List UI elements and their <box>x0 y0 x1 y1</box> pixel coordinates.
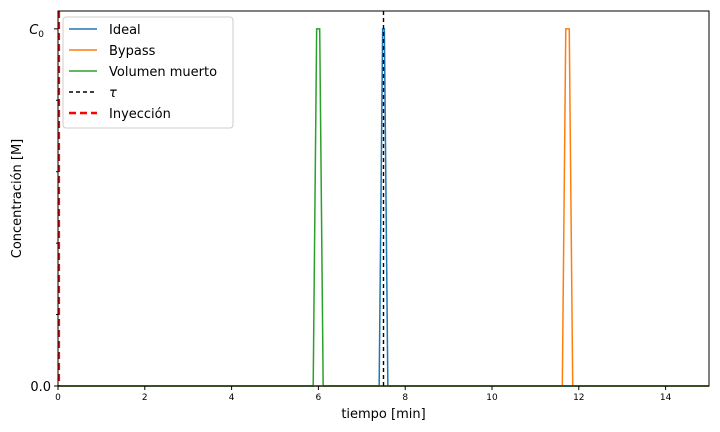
axes-layer: 0 2 4 6 8 10 12 14 0.0 C0 <box>29 10 710 403</box>
legend-box <box>62 16 234 129</box>
legend-label: Bypass <box>109 44 156 59</box>
y-tick-label: C0 <box>29 23 44 40</box>
x-tick-label: 2 <box>142 393 148 403</box>
x-tick-label: 14 <box>660 393 672 403</box>
legend: Ideal Bypass Volumen muerto τ Inyección <box>62 16 234 129</box>
x-tick-label: 8 <box>402 393 408 403</box>
x-tick-label: 0 <box>55 393 61 403</box>
y-axis-label: Concentración [M] <box>10 139 25 259</box>
x-tick-label: 4 <box>229 393 235 403</box>
legend-label: Ideal <box>109 23 141 38</box>
y-tick-label: 0.0 <box>30 380 51 395</box>
x-tick-label: 6 <box>316 393 322 403</box>
legend-label: Inyección <box>109 107 171 122</box>
legend-label: τ <box>109 86 117 101</box>
x-tick-label: 12 <box>573 393 584 403</box>
legend-label: Volumen muerto <box>109 65 217 80</box>
x-tick-label: 10 <box>486 393 498 403</box>
axes-frame <box>57 10 710 387</box>
x-axis-label: tiempo [min] <box>341 407 425 422</box>
